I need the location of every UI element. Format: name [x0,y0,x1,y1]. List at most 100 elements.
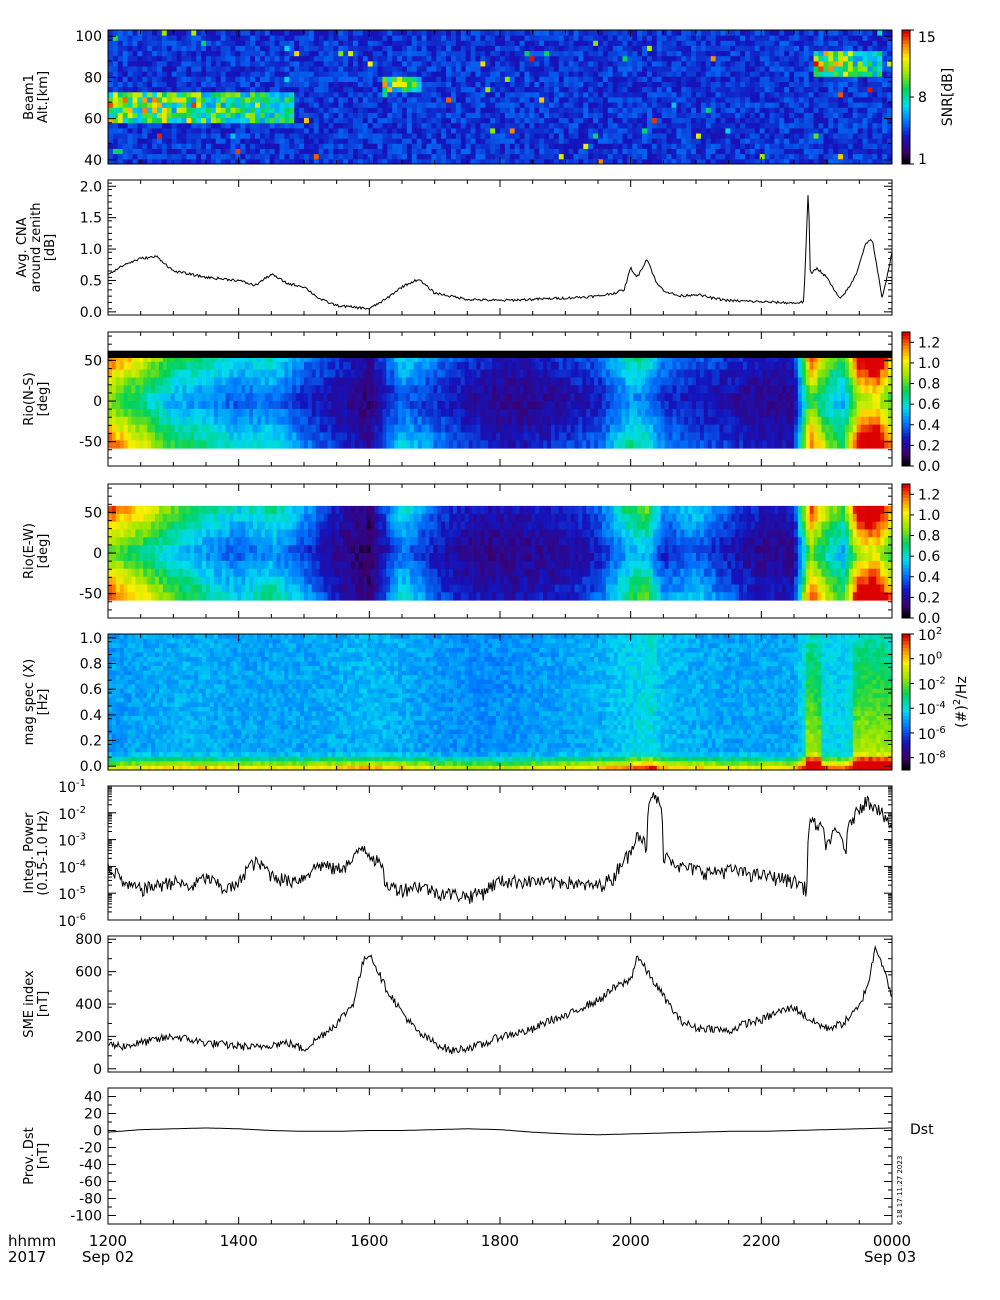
beam1-cell [578,35,584,41]
beam1-cell [715,148,721,155]
beam1-cell [529,97,535,103]
beam1-cell [661,76,667,82]
beam1-cell [759,97,765,103]
beam1-cell [157,97,163,103]
beam1-cell [485,153,491,160]
beam1-cell [215,122,222,129]
beam1-cell [264,66,271,72]
beam1-cell [411,143,418,149]
beam1-cell [117,76,124,82]
beam1-cell [509,30,516,36]
beam1-cell [308,66,315,72]
beam1-cell [206,133,212,139]
beam1-cell [661,117,667,124]
beam1-cell [313,91,320,98]
beam1-cell [749,158,756,165]
beam1-cell [681,138,687,144]
rio-ns-cell [159,440,164,449]
beam1-cell [137,40,143,46]
beam1-cell [323,66,329,72]
rio-ns-cell [151,369,156,378]
beam1-cell [558,153,565,160]
beam1-cell [279,102,285,108]
beam1-cell [843,117,849,124]
beam1-cell [255,55,261,62]
beam1-cell [813,107,819,113]
beam1-colorbar-cell [902,73,910,78]
beam1-cell [578,117,584,124]
beam1-cell [294,102,300,108]
beam1-cell [578,55,584,62]
beam1-cell [784,143,790,149]
beam1-cell [632,40,638,46]
beam1-cell [397,148,403,155]
beam1-cell [353,91,359,98]
beam1-cell [171,148,177,155]
beam1-cell [710,81,716,88]
beam1-cell [132,122,138,129]
beam1-cell [323,40,329,46]
beam1-cell [436,86,442,93]
beam1-cell [607,148,614,155]
beam1-cell [710,158,716,165]
beam1-cell [485,117,491,124]
beam1-cell [206,127,212,134]
beam1-cell [299,91,305,98]
beam1-cell [573,66,579,72]
beam1-cell [573,117,579,124]
beam1-cell [823,91,829,98]
beam1-cell [588,55,594,62]
beam1-cell [225,138,231,144]
beam1-cell [823,143,829,149]
beam1-cell [847,107,854,113]
beam1-cell [289,40,295,46]
beam1-cell [323,143,329,149]
beam1-cell [529,138,535,144]
beam1-cell [857,91,863,98]
rio-ns-cell [178,369,183,378]
beam1-cell [338,122,344,129]
beam1-cell [774,91,780,98]
beam1-cell [142,55,148,62]
beam1-cell [656,158,663,165]
beam1-cell [573,148,579,155]
beam1-cell [602,133,609,139]
beam1-cell [602,35,609,41]
rio-ns-cell [170,408,175,418]
rio-ns-cell [206,369,211,378]
beam1-cell [759,122,765,129]
beam1-cell [857,81,863,88]
beam1-cell [176,97,182,103]
beam1-cell [259,71,266,77]
beam1-cell [583,158,589,165]
beam1-cell [132,138,138,144]
beam1-cell [279,122,285,129]
rio-ns-cell [272,385,277,394]
beam1-cell [112,117,119,124]
beam1-cell [240,86,246,93]
beam1-cell [304,148,310,155]
rio-ns-cell [257,385,262,394]
beam1-cell [406,45,413,52]
beam1-cell [240,60,246,67]
beam1-cell [152,127,158,134]
beam1-cell [406,133,413,139]
beam1-cell [651,55,658,62]
beam1-cell [578,50,584,57]
beam1-cell [431,107,437,113]
beam1-cell [529,117,535,124]
rio-ns-cell [186,361,191,371]
beam1-colorbar-tick-label: 1 [918,152,927,168]
beam1-cell [274,50,280,57]
beam1-cell [142,86,148,93]
cna-y-tick-label: 0.5 [80,273,102,289]
beam1-cell [696,107,702,113]
beam1-cell [568,138,574,144]
beam1-cell [436,148,442,155]
beam1-cell [549,66,555,72]
beam1-cell [186,158,192,165]
beam1-cell [343,112,349,119]
beam1-cell [245,45,251,52]
rio-ns-cell [111,401,117,410]
beam1-cell [191,97,197,103]
